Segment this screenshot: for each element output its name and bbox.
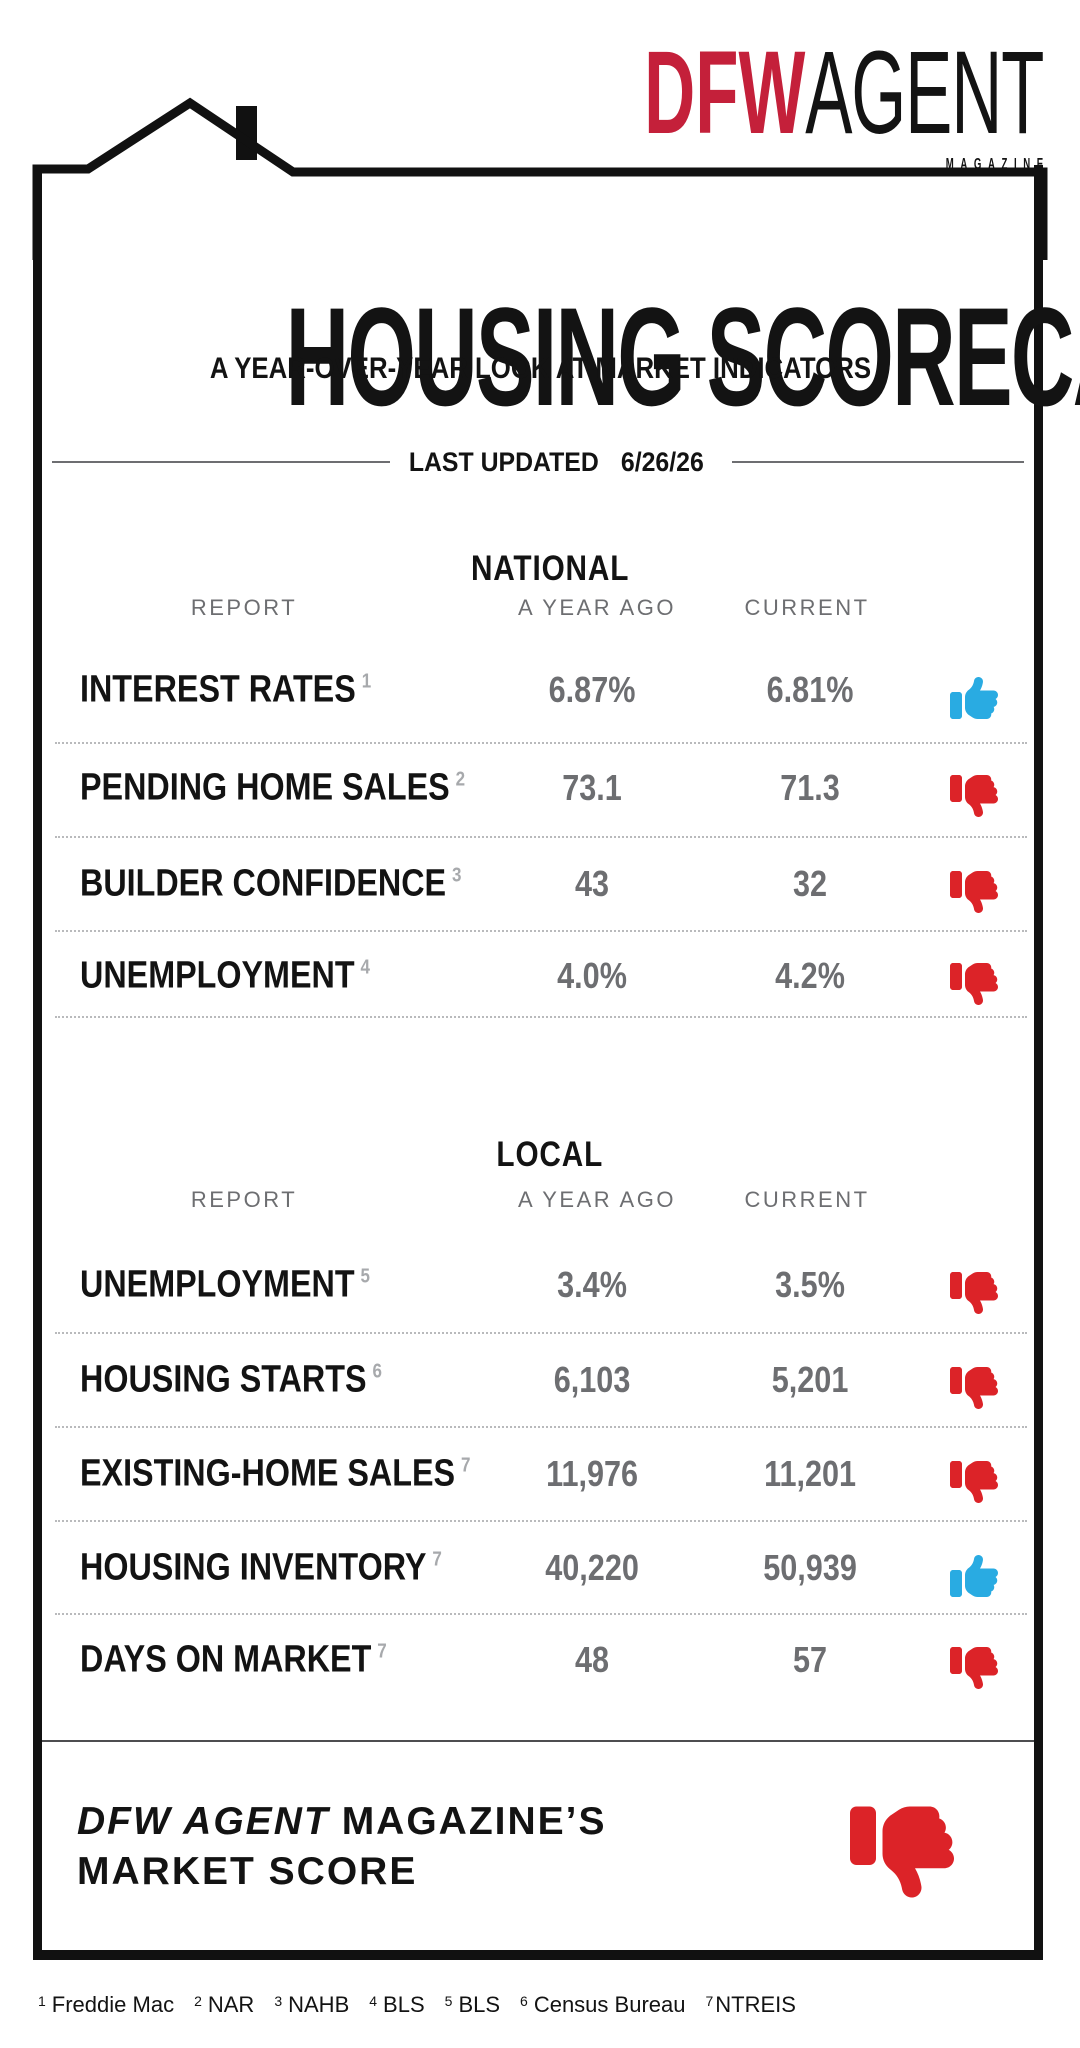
footnote-ref: 4	[360, 956, 370, 979]
footnote-item: 1 Freddie Mac	[38, 1992, 175, 2017]
column-header-report: REPORT	[190, 595, 298, 620]
last-updated-text: LAST UPDATED 6/26/26	[396, 444, 716, 480]
row-separator	[55, 1332, 1027, 1334]
column-header-current: CURRENT	[744, 1187, 870, 1212]
house-border-box	[33, 165, 1043, 1960]
footnote-item: 7 NTREIS	[705, 1992, 796, 2017]
thumbs-down-icon	[950, 1272, 998, 1315]
thumbs-down-icon	[950, 775, 998, 818]
table-row-days-on-market: DAYS ON MARKET 7 48 57	[0, 1628, 1080, 1692]
row-label: PENDING HOME SALES	[80, 766, 450, 809]
row-label: HOUSING INVENTORY	[80, 1546, 427, 1589]
column-header-current: CURRENT	[744, 595, 870, 620]
table-row-pending-home-sales: PENDING HOME SALES 2 73.1 71.3	[0, 756, 1080, 820]
table-row-interest-rates: INTEREST RATES 1 6.87% 6.81%	[0, 658, 1080, 722]
row-separator	[55, 1426, 1027, 1428]
footnote-item: 3 NAHB	[274, 1992, 350, 2017]
magazine-logo: DFWAGENT MAGAZINE	[644, 34, 1044, 174]
value-current: 57	[792, 1639, 828, 1680]
row-label: INTEREST RATES	[80, 668, 356, 711]
section-heading-local: LOCAL	[496, 1135, 604, 1175]
footnote-ref: 5	[360, 1265, 370, 1288]
thumbs-down-icon	[950, 871, 998, 914]
column-header-year-ago: A YEAR AGO	[518, 595, 676, 620]
footnote-item: 6 Census Bureau	[520, 1992, 686, 2017]
footnote-ref: 6	[372, 1360, 382, 1383]
value-year-ago: 3.4%	[557, 1264, 627, 1305]
value-year-ago: 43	[574, 863, 610, 904]
column-header-report: REPORT	[190, 1187, 298, 1212]
footnote-ref: 7	[377, 1640, 387, 1663]
market-score-line2: MARKET SCORE	[77, 1850, 418, 1893]
footnote-ref: 1	[361, 670, 372, 693]
value-year-ago: 40,220	[545, 1547, 639, 1588]
row-separator	[55, 836, 1027, 838]
page-subtitle: A YEAR-OVER-YEAR LOOK AT MARKET INDICATO…	[209, 352, 871, 385]
local-column-headers: REPORT A YEAR AGO CURRENT	[0, 1186, 1080, 1214]
row-label: UNEMPLOYMENT	[80, 954, 355, 997]
footnote-ref: 7	[432, 1548, 442, 1571]
value-current: 50,939	[763, 1547, 857, 1588]
footnote-ref: 3	[452, 864, 462, 887]
row-label: EXISTING-HOME SALES	[80, 1452, 456, 1495]
thumbs-down-icon	[950, 1647, 998, 1690]
table-row-unemployment-local: UNEMPLOYMENT 5 3.4% 3.5%	[0, 1253, 1080, 1317]
section-divider-line	[42, 1740, 1034, 1742]
row-separator	[55, 1016, 1027, 1018]
market-score-thumbs-down-icon	[850, 1806, 954, 1898]
value-year-ago: 48	[574, 1639, 610, 1680]
national-column-headers: REPORT A YEAR AGO CURRENT	[0, 594, 1080, 622]
thumbs-down-icon	[950, 1367, 998, 1410]
magazine-name-italic: DFW AGENT	[77, 1800, 330, 1843]
table-row-housing-starts: HOUSING STARTS 6 6,103 5,201	[0, 1348, 1080, 1412]
table-row-existing-home-sales: EXISTING-HOME SALES 7 11,976 11,201	[0, 1442, 1080, 1506]
footnote-ref: 7	[461, 1454, 471, 1477]
row-separator	[55, 742, 1027, 744]
column-header-year-ago: A YEAR AGO	[518, 1187, 676, 1212]
row-label: BUILDER CONFIDENCE	[80, 862, 447, 905]
market-score-title: DFW AGENT MAGAZINE’S MARKET SCORE	[77, 1797, 607, 1897]
row-separator	[55, 1520, 1027, 1522]
footnote-ref: 2	[455, 768, 466, 791]
value-year-ago: 6,103	[553, 1359, 631, 1400]
footnote-item: 2 NAR	[194, 1992, 255, 2017]
market-score-line1: DFW AGENT MAGAZINE’S	[77, 1800, 607, 1843]
row-label: HOUSING STARTS	[80, 1358, 367, 1401]
row-separator	[55, 930, 1027, 932]
row-label: DAYS ON MARKET	[80, 1638, 372, 1681]
value-current: 11,201	[764, 1453, 856, 1494]
value-current: 4.2%	[775, 955, 845, 996]
value-year-ago: 6.87%	[548, 669, 636, 710]
footnote-item: 5 BLS	[444, 1992, 501, 2017]
section-heading-national: NATIONAL	[470, 549, 630, 589]
last-updated-bar: LAST UPDATED 6/26/26	[0, 444, 1080, 480]
logo-dfw-text: DFW	[643, 27, 806, 159]
last-updated-label: LAST UPDATED	[408, 447, 599, 477]
last-updated-date: 6/26/26	[620, 447, 704, 477]
value-current: 5,201	[771, 1359, 849, 1400]
thumbs-up-icon	[950, 676, 998, 719]
row-label: UNEMPLOYMENT	[80, 1263, 355, 1306]
value-year-ago: 11,976	[546, 1453, 638, 1494]
footnote-item: 4 BLS	[369, 1992, 425, 2017]
value-year-ago: 73.1	[562, 767, 622, 808]
value-current: 6.81%	[766, 669, 854, 710]
right-rule-line	[732, 461, 1024, 463]
footnote-list: 1 Freddie Mac 2 NAR 3 NAHB 4 BLS 5 BLS 6 Censu…	[38, 1990, 796, 2020]
row-separator	[55, 1613, 1027, 1615]
value-current: 3.5%	[775, 1264, 845, 1305]
thumbs-up-icon	[950, 1554, 998, 1597]
page-title: HOUSING SCORECARD	[285, 277, 1080, 435]
value-current: 71.3	[780, 767, 840, 808]
left-rule-line	[52, 461, 390, 463]
thumbs-down-icon	[950, 1461, 998, 1504]
logo-agent-text: AGENT	[805, 27, 1044, 159]
value-year-ago: 4.0%	[557, 955, 627, 996]
table-row-unemployment-national: UNEMPLOYMENT 4 4.0% 4.2%	[0, 944, 1080, 1008]
table-row-builder-confidence: BUILDER CONFIDENCE 3 43 32	[0, 852, 1080, 916]
thumbs-down-icon	[950, 963, 998, 1006]
table-row-housing-inventory: HOUSING INVENTORY 7 40,220 50,939	[0, 1536, 1080, 1600]
logo-wordmark: DFWAGENT	[644, 34, 1044, 152]
value-current: 32	[792, 863, 828, 904]
